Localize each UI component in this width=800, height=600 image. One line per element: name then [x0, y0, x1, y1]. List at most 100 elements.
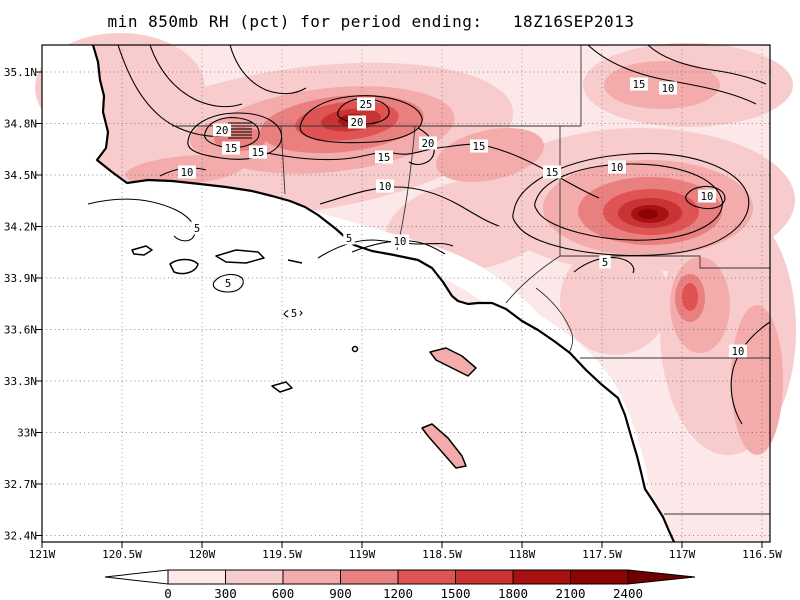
x-axis-label: 118W: [509, 548, 536, 561]
coastline: [91, 44, 676, 543]
santa-rosa-island: [169, 258, 199, 275]
contour-label: 10: [181, 167, 194, 179]
san-clemente-island: [421, 423, 467, 469]
contour-label-box: [630, 77, 648, 91]
colorbar-label: 1800: [498, 586, 528, 600]
contour-label: 10: [379, 181, 392, 193]
colorbar-segment: [340, 569, 399, 585]
contour-label: 20: [351, 117, 364, 129]
contour-label: 20: [422, 138, 435, 150]
santa-barbara-island: [351, 345, 359, 353]
contour-label: 15: [546, 167, 559, 179]
hatch-marks: [228, 122, 252, 139]
y-axis-label: 33.6N: [4, 324, 37, 337]
san-miguel-island: [131, 245, 153, 256]
y-axis-label: 34.8N: [4, 118, 37, 131]
contour-labels: 25 20 20 15 15 10 15 20 15 10 15 10 15 10 10 5 10 5 5 5 5 10: [178, 77, 747, 358]
contour-label: 5: [194, 223, 200, 235]
contour-label: 5: [291, 308, 297, 320]
x-axis-label: 116.5W: [742, 548, 782, 561]
catalina-island: [429, 347, 477, 377]
y-axis-label: 34.2N: [4, 221, 37, 234]
contour-label-box: [249, 145, 267, 159]
contour-label-box: [391, 234, 409, 248]
x-axis-label: 119W: [349, 548, 376, 561]
contour-label-box: [222, 276, 234, 290]
contour-label-box: [348, 115, 366, 129]
y-axis-label: 32.4N: [4, 530, 37, 543]
y-axis: 35.1N 34.8N 34.5N 34.2N 33.9N 33.6N 33.3N 33N 32…: [4, 66, 37, 543]
contour-label: 5: [602, 257, 608, 269]
contour-label-box: [222, 141, 240, 155]
x-axis-label: 117W: [669, 548, 696, 561]
x-axis-label: 118.5W: [422, 548, 462, 561]
contour-label: 15: [473, 141, 486, 153]
colorbar-segment: [225, 569, 284, 585]
y-axis-label: 33N: [17, 427, 37, 440]
contour-label: 15: [252, 147, 265, 159]
colorbar-segment: [455, 569, 514, 585]
colorbar-segment: [570, 569, 629, 585]
x-axis-label: 121W: [29, 548, 56, 561]
colorbar: 0 300 600 900 1200 1500 1800 2100 2400: [104, 569, 696, 600]
contour-label-box: [191, 221, 203, 235]
contour-label: 15: [225, 143, 238, 155]
contour-label: 10: [662, 83, 675, 95]
plot-frame: [41, 44, 771, 543]
x-axis-label: 119.5W: [262, 548, 302, 561]
y-axis-label: 33.9N: [4, 272, 37, 285]
contour-label: 10: [701, 191, 714, 203]
colorbar-right-arrow: [627, 569, 696, 585]
plot-area: 25 20 20 15 15 10 15 20 15 10 15 10 15 10 10 5 10 5 5 5 5 10: [35, 33, 796, 548]
contour-label-box: [470, 139, 488, 153]
colorbar-segment: [512, 569, 571, 585]
gridlines: [36, 45, 770, 548]
colorbar-label: 300: [214, 586, 237, 600]
santa-cruz-island: [215, 249, 265, 264]
colorbar-label: 900: [329, 586, 352, 600]
contour-label: 10: [394, 236, 407, 248]
san-nicolas-island: [271, 381, 293, 393]
contour-label: 5: [346, 233, 352, 245]
y-axis-label: 35.1N: [4, 66, 37, 79]
x-axis-label: 120W: [189, 548, 216, 561]
colorbar-segment: [167, 569, 226, 585]
contour-label: 15: [633, 79, 646, 91]
contour-label: 20: [216, 125, 229, 137]
islands: [131, 245, 477, 469]
colorbar-label: 2400: [613, 586, 643, 600]
county-borders: [172, 45, 770, 515]
contour-label-box: [343, 231, 355, 245]
contour-label-box: [543, 165, 561, 179]
contour-label-box: [608, 160, 626, 174]
contour-label-box: [659, 81, 677, 95]
contour-label-box: [698, 189, 716, 203]
contour-label-box: [288, 306, 300, 320]
contour-label: 25: [360, 99, 373, 111]
contour-label: 10: [732, 346, 745, 358]
contour-label: 15: [378, 152, 391, 164]
x-axis-label: 120.5W: [102, 548, 142, 561]
contour-label-box: [599, 255, 611, 269]
colorbar-label: 0: [164, 586, 172, 600]
colorbar-label: 1500: [440, 586, 470, 600]
x-axis: 121W 120.5W 120W 119.5W 119W 118.5W 118W 117.5W…: [29, 548, 782, 561]
colorbar-segment: [397, 569, 456, 585]
y-axis-label: 32.7N: [4, 478, 37, 491]
colorbar-label: 2100: [555, 586, 585, 600]
x-axis-label: 117.5W: [582, 548, 622, 561]
colorbar-segment: [282, 569, 341, 585]
contour-label-box: [419, 136, 437, 150]
plot-title: min 850mb RH (pct) for period ending: 18…: [108, 12, 635, 31]
contour-label: 5: [225, 278, 231, 290]
y-axis-label: 34.5N: [4, 169, 37, 182]
contour-label-box: [213, 123, 231, 137]
ocean: [42, 45, 674, 542]
contour-label: 10: [611, 162, 624, 174]
contour-label-box: [729, 344, 747, 358]
colorbar-label: 600: [272, 586, 295, 600]
contour-label-box: [376, 179, 394, 193]
contour-label-box: [357, 97, 375, 111]
y-axis-label: 33.3N: [4, 375, 37, 388]
